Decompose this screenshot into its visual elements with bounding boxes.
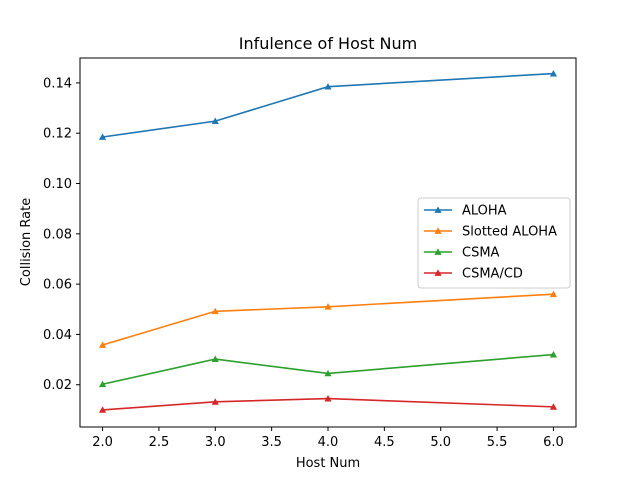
data-point-csma (549, 350, 558, 358)
y-axis: 0.02 0.04 0.06 0.08 0.10 0.12 0.14 (43, 76, 80, 393)
x-tick-label: 2.0 (92, 435, 113, 450)
data-point-slotted-aloha (324, 303, 332, 310)
data-point-aloha (98, 133, 107, 140)
data-point-aloha (549, 69, 558, 77)
y-tick-label: 0.14 (43, 76, 72, 91)
data-point-aloha (211, 117, 219, 125)
series-layer (98, 69, 558, 413)
data-point-slotted-aloha (211, 307, 219, 315)
series-line-csma-cd (102, 397, 554, 411)
data-point-csma (98, 380, 107, 388)
legend-label: CSMA (462, 246, 500, 261)
x-tick-label: 3.0 (205, 435, 226, 450)
x-tick-label: 3.5 (261, 435, 282, 450)
x-tick-label: 4.0 (318, 435, 339, 450)
x-tick-label: 4.5 (374, 435, 395, 450)
x-axis: 2.0 2.5 3.0 3.5 4.0 4.5 5.0 5.5 6.0 (92, 427, 564, 450)
legend-marker (434, 248, 442, 255)
legend-marker (434, 227, 442, 234)
x-tick-label: 2.5 (149, 435, 170, 450)
x-tick-label: 5.5 (487, 435, 508, 450)
x-axis-title: Host Num (296, 456, 360, 471)
data-point-csma (211, 355, 219, 362)
data-point-csma-cd (324, 394, 332, 402)
legend: ALOHA Slotted ALOHA CSMA CSMA/CD (417, 197, 571, 289)
data-point-slotted-aloha (549, 290, 558, 298)
x-tick-label: 6.0 (543, 435, 564, 450)
data-point-aloha (324, 83, 332, 90)
y-tick-label: 0.10 (43, 177, 72, 192)
legend-box (417, 197, 571, 289)
data-point-csma-cd (98, 406, 107, 413)
y-tick-label: 0.06 (43, 278, 72, 293)
legend-marker (434, 206, 442, 213)
series-line-aloha (102, 72, 554, 138)
legend-label: Slotted ALOHA (462, 225, 557, 240)
y-axis-title: Collision Rate (19, 198, 34, 286)
data-point-slotted-aloha (98, 341, 107, 348)
series-line-slotted-aloha (102, 293, 554, 346)
data-point-csma-cd (211, 398, 219, 405)
legend-label: ALOHA (462, 204, 507, 219)
data-point-csma-cd (549, 403, 558, 410)
x-tick-label: 5.0 (430, 435, 451, 450)
y-tick-label: 0.08 (43, 227, 72, 242)
legend-marker (434, 269, 442, 276)
data-point-csma (324, 369, 332, 377)
y-tick-label: 0.04 (43, 328, 72, 343)
legend-label: CSMA/CD (462, 267, 523, 282)
y-tick-label: 0.02 (43, 378, 72, 393)
y-tick-label: 0.12 (43, 127, 72, 142)
series-line-csma (102, 353, 554, 386)
chart-title: Infulence of Host Num (239, 34, 418, 53)
